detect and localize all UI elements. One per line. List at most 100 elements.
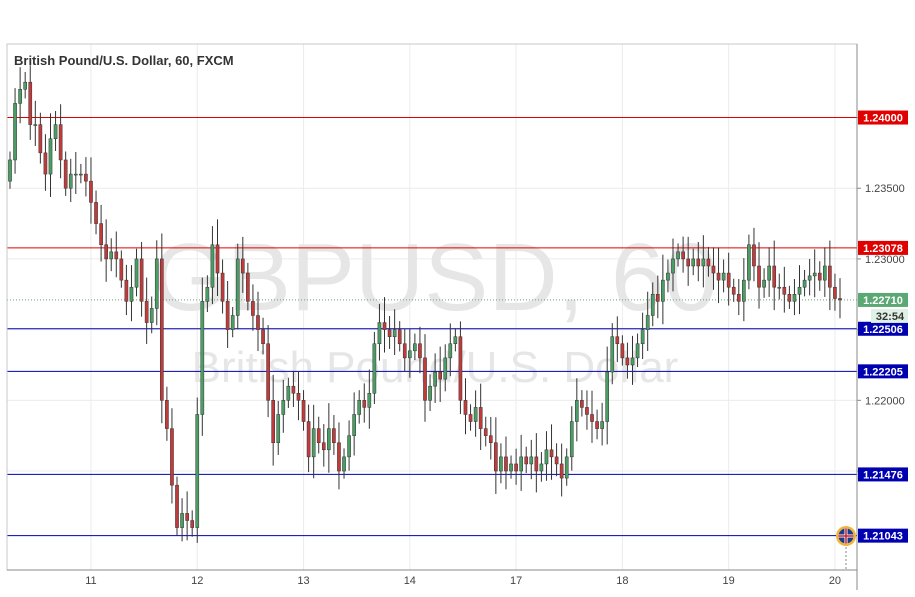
candle-body [453,336,458,345]
candle-body [240,258,245,274]
candle-body [458,336,463,401]
y-tick-label: 1.22000 [865,395,905,407]
candle-body [38,124,43,154]
x-tick-label: 14 [404,575,416,587]
candle-body [230,315,235,330]
candle-body [726,272,731,288]
candle-body [731,286,736,295]
candle-body [58,124,63,161]
event-flag[interactable] [836,526,856,571]
candle-body [367,393,372,408]
candle-body [291,385,296,394]
candle-body [661,279,665,302]
candle-body [23,81,28,90]
candle-body [787,294,792,302]
candle-body [306,421,311,458]
candle-body [205,286,210,302]
candle-body [691,258,696,267]
candle-body [438,371,443,380]
candle-body [524,456,529,465]
candle-body [124,279,129,302]
candle-body [569,421,574,458]
candle-body [443,357,448,380]
candle-body [428,385,432,401]
candle-body [681,251,685,260]
candle-body [301,400,306,422]
candle-body [109,251,114,260]
candle-body [175,484,179,528]
candle-body [220,272,225,302]
candle-body [529,456,534,465]
candle-body [296,393,301,401]
level-label: 1.21043 [863,531,903,543]
candle-body [28,81,33,125]
x-tick-label: 11 [85,575,96,587]
x-tick-label: 17 [510,575,522,587]
candle-body [716,272,721,281]
candle-body [615,336,620,345]
candle-body [119,258,124,281]
candle-body [736,294,741,302]
candle-body [94,202,98,224]
current-price-label: 1.22710 [863,295,903,307]
candle-body [539,463,544,472]
candle-body [499,456,503,472]
candle-body [802,279,807,288]
candle-body [139,258,144,302]
candle-body [357,400,362,415]
candle-body [84,173,88,182]
x-tick-label: 13 [297,575,309,587]
candle-body [154,258,159,309]
candle-body [772,265,777,288]
candle-body [63,159,68,189]
y-tick-label: 1.23500 [865,183,905,195]
candle-body [762,279,766,288]
candle-body [488,435,493,443]
candle-body [630,357,635,366]
level-label-box [858,110,908,125]
candle-body [33,124,38,126]
candle-body [701,258,706,267]
candle-body [321,442,326,451]
candle-body [337,442,341,472]
candle-body [650,294,655,316]
candle-body [200,301,205,415]
candle-body [676,251,680,260]
candle-body [742,279,746,302]
candle-body [605,371,610,422]
candle-body [640,329,645,345]
candle-body [286,385,291,401]
candle-body [246,272,250,302]
candle-body [190,520,195,528]
candle-body [757,265,761,288]
candle-body [129,286,134,302]
candle-body [625,357,630,366]
level-label-box [858,240,908,255]
candle-body [372,343,377,394]
candle-body [514,463,518,472]
candle-body [433,371,437,387]
candle-body [332,428,336,443]
candle-body [792,294,797,302]
candle-body [68,173,73,189]
candle-body [99,223,103,246]
level-label: 1.24000 [863,113,903,125]
candle-body [423,357,427,401]
candle-body [235,258,240,316]
candle-body [782,286,787,295]
horizontal-levels [7,117,857,537]
candle-body [18,88,22,104]
candle-body [48,138,53,175]
candle-body [195,414,200,528]
candle-body [316,428,321,443]
candle-body [595,421,599,429]
x-tick-label: 20 [829,575,841,587]
candle-body [53,124,58,139]
candle-body [777,286,782,289]
candle-body [580,400,584,408]
candle-body [79,173,83,176]
candle-body [838,298,842,301]
candle-body [185,513,189,521]
candle-body [478,407,483,429]
level-label: 1.23078 [863,243,903,255]
